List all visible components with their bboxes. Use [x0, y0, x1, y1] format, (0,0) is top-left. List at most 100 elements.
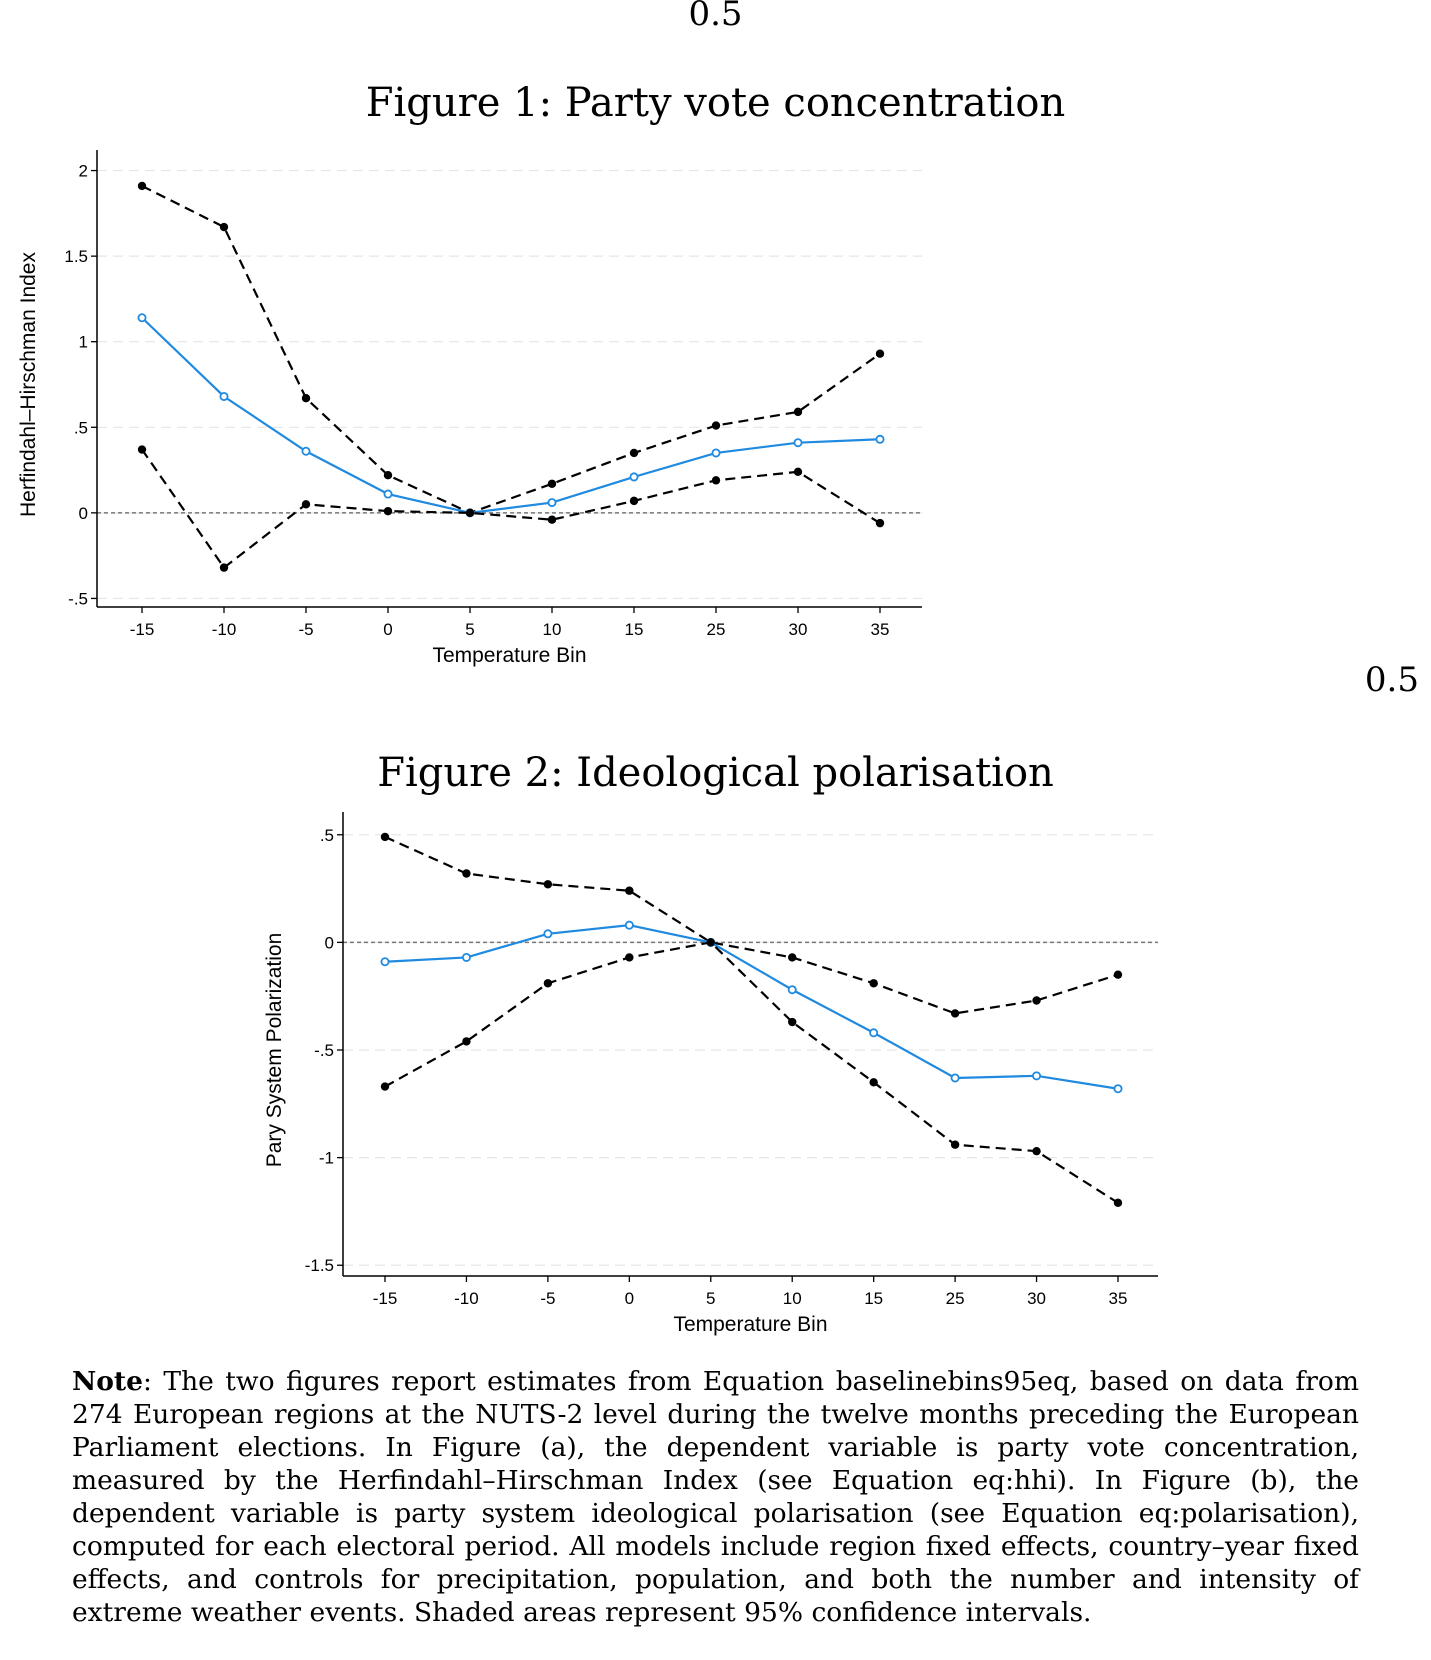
fig2-lower-ci-point: [788, 1017, 797, 1027]
fig2-x-tick-label: 35: [1109, 1289, 1128, 1308]
fig2-upper-ci-point: [1032, 996, 1041, 1005]
fig2-lower-ci-point: [1032, 1146, 1041, 1156]
fig1-x-tick-label: -5: [298, 620, 313, 639]
fig2-upper-ci-point: [543, 880, 553, 889]
fig2-y-tick-label: -1: [319, 1149, 334, 1168]
fig2-lower-ci-point: [950, 1140, 960, 1149]
fig1-x-tick-label: 0: [383, 620, 392, 639]
fig1-upper-ci-point: [711, 421, 721, 430]
fig1-lower-ci-point: [137, 445, 147, 454]
fig1-lower-ci-point: [465, 508, 475, 518]
fig1-estimate-line: [141, 316, 881, 514]
fig2-x-tick-label: 5: [706, 1289, 715, 1308]
fig1-lower-ci-line: [141, 448, 881, 570]
fig1-upper-ci-point: [137, 181, 147, 191]
fig2-y-tick-label: .5: [320, 826, 334, 845]
fig2-estimate-point: [380, 957, 390, 967]
fig2-upper-ci-point: [462, 869, 471, 878]
fig2-x-tick-label: 10: [783, 1289, 802, 1308]
fig1-lower-ci-point: [219, 563, 229, 572]
fig1-y-tick-label: .5: [74, 418, 88, 437]
fig2-x-tick-label: 30: [1027, 1289, 1046, 1308]
right-label: 0.5: [1364, 660, 1419, 700]
fig1-estimate-point: [793, 438, 803, 448]
fig1-y-tick-label: 0: [79, 504, 88, 523]
fig1-estimate-point: [301, 446, 311, 456]
fig1-upper-ci-point: [547, 479, 557, 488]
fig1-lower-ci-point: [629, 496, 639, 506]
fig1-lower-ci-point: [711, 476, 721, 485]
fig2-upper-ci-point: [1113, 970, 1123, 979]
figure1-caption: Figure 1: Party vote concentration: [365, 80, 1066, 126]
figure2-caption: Figure 2: Ideological polarisation: [377, 750, 1054, 796]
fig2-estimate-point: [787, 985, 797, 995]
fig1-lower-ci-point: [875, 518, 885, 528]
fig2-lower-ci-point: [462, 1037, 471, 1046]
fig1-x-tick-label: 5: [465, 620, 474, 639]
fig2-estimate-point: [869, 1028, 879, 1038]
fig1-upper-ci-point: [383, 471, 393, 480]
fig2-estimate-point: [624, 920, 634, 930]
fig1-lower-ci-point: [301, 500, 311, 509]
fig2-estimate-point: [950, 1073, 960, 1083]
fig1-upper-ci-point: [875, 349, 885, 358]
fig2-x-tick-label: 25: [946, 1289, 965, 1308]
fig2-y-axis-title: Pary System Polarization: [263, 933, 286, 1168]
fig1-y-tick-label: -.5: [68, 589, 88, 608]
fig2-estimate-point: [461, 952, 471, 962]
fig2-y-tick-label: -.5: [314, 1041, 334, 1060]
fig1-x-tick-label: 10: [543, 620, 562, 639]
fig2-lower-ci-point: [869, 1078, 878, 1087]
fig2-x-tick-label: -5: [540, 1289, 555, 1308]
fig2-lower-ci-point: [543, 979, 553, 988]
figure-note: Note: The two figures report estimates f…: [72, 1365, 1359, 1629]
fig1-x-tick-label: 35: [871, 620, 890, 639]
fig2-x-axis-title: Temperature Bin: [673, 1313, 827, 1336]
fig1-lower-ci-point: [793, 467, 803, 476]
figure1-chart: -.5 0 .5 1 1.5 2 -15 -10 -5 0 5 10 15 25 30 35 Temperatu…: [17, 150, 922, 667]
fig2-upper-ci-line: [384, 835, 1119, 1015]
fig1-y-axis-title: Herfindahl–Hirschman Index: [17, 252, 40, 517]
fig1-estimate-point: [137, 313, 147, 323]
fig1-x-tick-label: -15: [130, 620, 155, 639]
fig2-x-tick-label: -10: [454, 1289, 479, 1308]
fig2-upper-ci-point: [788, 953, 797, 962]
fig1-y-tick-label: 2: [79, 162, 88, 181]
fig2-y-tick-label: 0: [325, 933, 334, 952]
fig1-estimate-point: [547, 498, 557, 508]
fig1-y-tick-label: 1.5: [64, 247, 88, 266]
fig1-estimate-point: [219, 391, 229, 401]
fig2-x-tick-label: 15: [864, 1289, 883, 1308]
fig1-x-tick-label: -10: [212, 620, 237, 639]
fig1-x-tick-label: 25: [707, 620, 726, 639]
fig1-upper-ci-point: [219, 222, 229, 232]
fig2-upper-ci-point: [869, 979, 878, 988]
fig2-upper-ci-point: [625, 886, 634, 895]
fig1-lower-ci-point: [547, 515, 557, 524]
fig1-estimate-point: [383, 489, 393, 499]
fig2-estimate-point: [1113, 1084, 1123, 1094]
fig1-estimate-point: [711, 448, 721, 458]
fig1-x-tick-label: 30: [789, 620, 808, 639]
figure2-chart: -1.5 -1 -.5 0 .5 -15 -10 -5 0 5 10 15 25 30 35 Temperat…: [263, 812, 1158, 1336]
fig2-upper-ci-point: [950, 1009, 960, 1018]
fig2-upper-ci-point: [380, 832, 390, 842]
fig2-x-tick-label: 0: [625, 1289, 634, 1308]
fig2-lower-ci-point: [706, 938, 715, 947]
fig2-lower-ci-line: [384, 941, 1119, 1204]
fig1-upper-ci-point: [629, 448, 639, 458]
fig1-lower-ci-point: [383, 506, 393, 516]
fig2-estimate-point: [543, 929, 553, 939]
fig1-upper-ci-line: [141, 184, 881, 515]
fig2-y-tick-label: -1.5: [305, 1256, 334, 1275]
fig2-estimate-line: [384, 924, 1119, 1090]
fig2-estimate-point: [1032, 1071, 1042, 1081]
fig1-x-axis-title: Temperature Bin: [432, 644, 586, 667]
fig1-x-tick-label: 15: [625, 620, 644, 639]
fig2-lower-ci-point: [1113, 1198, 1123, 1208]
fig1-estimate-point: [875, 434, 885, 444]
fig1-upper-ci-point: [793, 407, 803, 417]
note-text: : The two figures report estimates from …: [72, 1366, 1359, 1628]
fig2-x-tick-label: -15: [373, 1289, 398, 1308]
fig2-lower-ci-point: [625, 953, 634, 962]
